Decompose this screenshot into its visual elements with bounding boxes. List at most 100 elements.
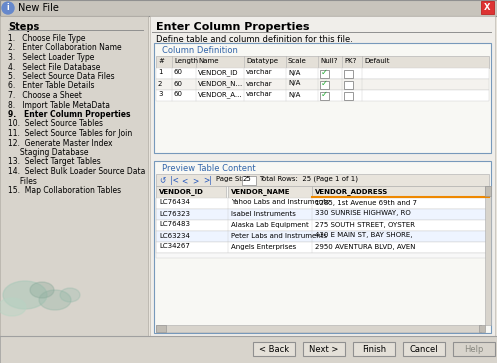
Text: ✓: ✓	[321, 78, 328, 87]
Text: Define table and column definition for this file.: Define table and column definition for t…	[156, 35, 353, 44]
Bar	[485, 186, 491, 196]
Ellipse shape	[39, 290, 71, 310]
Text: 8.   Import Table MetaData: 8. Import Table MetaData	[8, 101, 110, 110]
Text: ↺: ↺	[159, 176, 166, 185]
Text: 1.   Choose File Type: 1. Choose File Type	[8, 34, 85, 43]
Text: Angels Enterprises: Angels Enterprises	[231, 244, 296, 249]
Text: varchar: varchar	[246, 91, 273, 98]
Bar	[403, 342, 445, 356]
Text: >|: >|	[203, 176, 212, 185]
Text: ✓: ✓	[321, 90, 328, 98]
Bar	[156, 174, 489, 186]
Bar	[320, 91, 329, 99]
Bar	[481, 1, 494, 14]
Bar	[156, 198, 489, 209]
Bar	[0, 0, 497, 16]
Text: Total Rows:  25 (Page 1 of 1): Total Rows: 25 (Page 1 of 1)	[259, 176, 358, 183]
Ellipse shape	[0, 298, 26, 316]
Text: Help: Help	[464, 344, 484, 354]
Text: 13.  Select Target Tables: 13. Select Target Tables	[8, 158, 101, 167]
Bar	[453, 342, 495, 356]
Bar	[0, 336, 497, 363]
Bar	[479, 325, 485, 332]
Text: N/A: N/A	[288, 81, 300, 86]
Bar	[485, 186, 491, 325]
Bar	[228, 186, 312, 198]
Text: Preview Table Content: Preview Table Content	[162, 164, 255, 173]
Circle shape	[2, 2, 14, 14]
Bar	[156, 242, 489, 253]
Text: 5.   Select Source Data Files: 5. Select Source Data Files	[8, 72, 115, 81]
Text: Name: Name	[198, 58, 219, 64]
Ellipse shape	[3, 281, 47, 309]
Text: 3: 3	[158, 91, 163, 98]
Text: 25: 25	[243, 176, 252, 182]
Bar	[344, 69, 353, 77]
Text: VENDOR_ID: VENDOR_ID	[159, 188, 204, 195]
Text: Length: Length	[174, 58, 198, 64]
Text: LC76434: LC76434	[159, 200, 190, 205]
Text: Default: Default	[364, 58, 390, 64]
Text: 60: 60	[174, 81, 183, 86]
Text: 6.   Enter Table Details: 6. Enter Table Details	[8, 82, 94, 90]
Bar	[312, 186, 489, 198]
Text: VENDOR_ID: VENDOR_ID	[198, 69, 239, 76]
Text: 4.   Select File Database: 4. Select File Database	[8, 62, 100, 72]
Text: 1285, 1st Avenue 69th and 7: 1285, 1st Avenue 69th and 7	[315, 200, 417, 205]
Text: 15.  Map Collaboration Tables: 15. Map Collaboration Tables	[8, 186, 121, 195]
Bar	[0, 16, 497, 336]
Text: 7.   Choose a Sheet: 7. Choose a Sheet	[8, 91, 82, 100]
Bar	[156, 325, 166, 332]
Text: Steps: Steps	[8, 22, 39, 32]
Text: Page Size:: Page Size:	[216, 176, 251, 182]
Bar	[156, 68, 489, 79]
Text: Column Definition: Column Definition	[162, 46, 238, 55]
Text: 60: 60	[174, 69, 183, 76]
Text: #: #	[158, 58, 164, 64]
Bar	[156, 325, 481, 332]
Text: varchar: varchar	[246, 81, 273, 86]
Bar	[253, 342, 295, 356]
Text: 2: 2	[158, 81, 163, 86]
Text: i: i	[6, 4, 9, 12]
Bar	[320, 81, 329, 89]
Text: 9.   Enter Column Properties: 9. Enter Column Properties	[8, 110, 131, 119]
Bar	[344, 91, 353, 99]
Text: varchar: varchar	[246, 69, 273, 76]
Text: Yahoo Labs and Instruments: Yahoo Labs and Instruments	[231, 200, 330, 205]
Bar	[344, 81, 353, 89]
Text: PK?: PK?	[344, 58, 356, 64]
Text: N/A: N/A	[288, 91, 300, 98]
Text: 60: 60	[174, 91, 183, 98]
Bar	[156, 231, 489, 242]
Text: VENDOR_NAME: VENDOR_NAME	[231, 188, 291, 195]
Text: <: <	[181, 176, 187, 185]
Bar	[320, 69, 329, 77]
Bar	[156, 220, 489, 231]
Text: 430 E MAIN ST, BAY SHORE,: 430 E MAIN ST, BAY SHORE,	[315, 232, 413, 238]
Text: Isabel Instruments: Isabel Instruments	[231, 211, 296, 216]
Text: 330 SUNRISE HIGHWAY, RO: 330 SUNRISE HIGHWAY, RO	[315, 211, 411, 216]
Text: >: >	[192, 176, 198, 185]
Text: VENDOR_A...: VENDOR_A...	[198, 91, 243, 98]
Text: VENDOR_N...: VENDOR_N...	[198, 81, 243, 87]
Text: N/A: N/A	[288, 69, 300, 76]
Text: LC63234: LC63234	[159, 232, 190, 238]
Bar	[150, 16, 495, 336]
Text: 1: 1	[158, 69, 163, 76]
Text: 2.   Enter Collaboration Name: 2. Enter Collaboration Name	[8, 44, 122, 53]
Bar	[156, 186, 226, 198]
Bar	[156, 79, 489, 90]
Text: 2950 AVENTURA BLVD, AVEN: 2950 AVENTURA BLVD, AVEN	[315, 244, 415, 249]
Ellipse shape	[30, 282, 54, 298]
Text: Next >: Next >	[309, 344, 338, 354]
Bar	[154, 43, 491, 153]
Text: LC76483: LC76483	[159, 221, 190, 228]
Bar	[156, 253, 489, 258]
Text: 11.  Select Source Tables for Join: 11. Select Source Tables for Join	[8, 129, 132, 138]
Bar	[0, 0, 497, 16]
Text: Scale: Scale	[288, 58, 307, 64]
Text: Enter Column Properties: Enter Column Properties	[156, 22, 310, 32]
Text: New File: New File	[18, 3, 59, 13]
Text: LC76323: LC76323	[159, 211, 190, 216]
